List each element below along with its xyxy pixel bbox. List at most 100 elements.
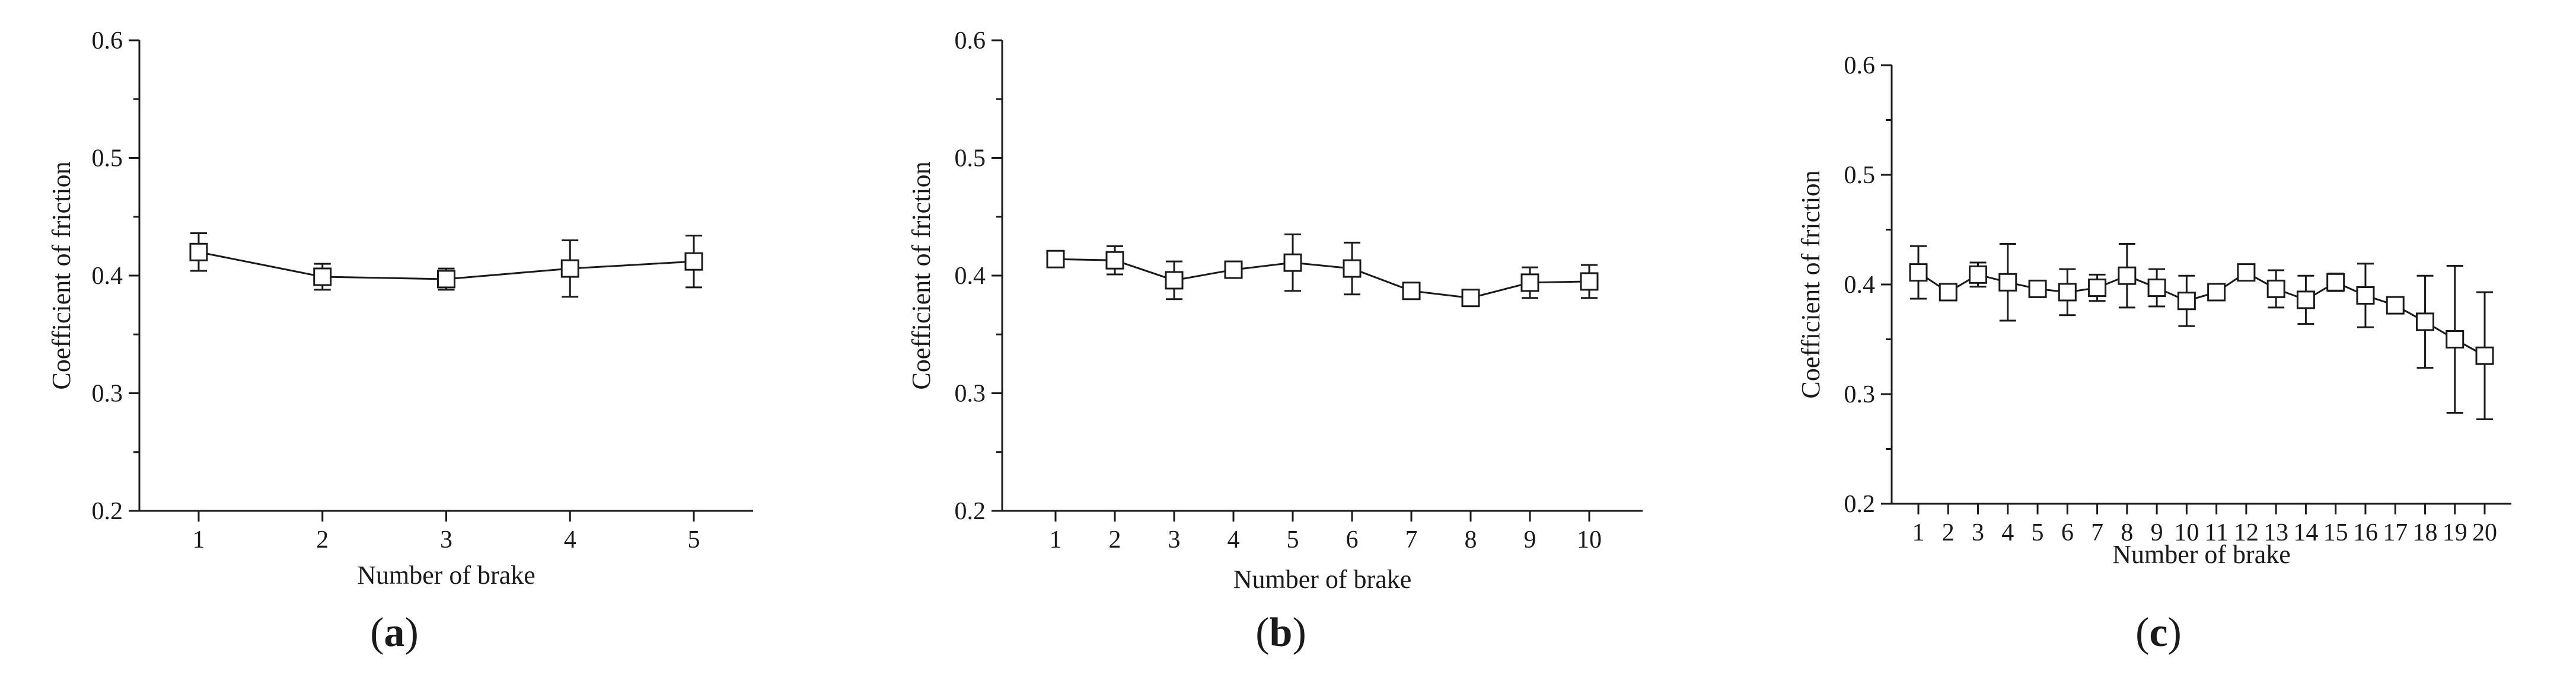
x-tick-label: 4 bbox=[2001, 519, 2014, 546]
x-tick-label: 1 bbox=[1050, 526, 1062, 554]
caption-letter: a bbox=[384, 610, 405, 655]
data-point-marker bbox=[1939, 283, 1957, 302]
x-axis-title: Number of brake bbox=[2112, 540, 2291, 569]
panel-c: Number of brake Coefficient of friction … bbox=[1796, 52, 2511, 655]
x-axis-title: Number of brake bbox=[357, 561, 535, 590]
x-tick-label: 1 bbox=[193, 526, 205, 554]
data-point-marker bbox=[1520, 273, 1539, 292]
x-tick-label: 18 bbox=[2412, 519, 2437, 546]
x-tick-label: 13 bbox=[2263, 519, 2288, 546]
x-tick-label: 2 bbox=[1109, 526, 1121, 554]
x-axis-title: Number of brake bbox=[1233, 565, 1412, 594]
x-tick-label: 9 bbox=[2151, 519, 2163, 546]
x-tick-label: 8 bbox=[1465, 526, 1477, 554]
caption-open-paren: ( bbox=[2135, 610, 2149, 655]
data-point-marker bbox=[1165, 271, 1184, 290]
x-tick-label: 7 bbox=[1405, 526, 1418, 554]
data-point-marker bbox=[2147, 279, 2166, 298]
data-point-marker bbox=[2446, 330, 2465, 348]
y-tick-label: 0.5 bbox=[1844, 162, 1876, 189]
x-tick-label: 5 bbox=[688, 526, 700, 554]
x-tick-label: 6 bbox=[1346, 526, 1359, 554]
data-point-marker bbox=[313, 267, 332, 286]
data-point-marker bbox=[560, 259, 579, 278]
y-tick-label: 0.5 bbox=[955, 145, 986, 172]
data-point-marker bbox=[2088, 279, 2107, 298]
data-point-marker bbox=[1969, 265, 1988, 284]
y-tick-label: 0.4 bbox=[1844, 271, 1876, 299]
data-point-marker bbox=[1105, 251, 1124, 270]
caption-open-paren: ( bbox=[370, 610, 384, 655]
data-point-marker bbox=[2415, 312, 2434, 331]
x-tick-label: 14 bbox=[2293, 519, 2318, 546]
x-tick-label: 4 bbox=[564, 526, 576, 554]
x-tick-label: 10 bbox=[1577, 526, 1602, 554]
data-point-marker bbox=[2058, 283, 2077, 302]
y-tick-label: 0.2 bbox=[92, 498, 123, 525]
data-point-marker bbox=[1224, 260, 1243, 279]
x-tick-label: 5 bbox=[1287, 526, 1299, 554]
data-point-marker bbox=[2386, 296, 2405, 315]
x-tick-label: 2 bbox=[316, 526, 329, 554]
data-point-marker bbox=[2237, 263, 2256, 282]
caption-letter: c bbox=[2149, 610, 2167, 655]
data-point-marker bbox=[2118, 266, 2137, 285]
data-point-marker bbox=[1283, 253, 1302, 272]
x-tick-label: 3 bbox=[1168, 526, 1181, 554]
data-point-marker bbox=[1343, 259, 1362, 278]
x-tick-label: 11 bbox=[2204, 519, 2228, 546]
x-tick-label: 7 bbox=[2091, 519, 2103, 546]
data-point-marker bbox=[2266, 279, 2285, 298]
data-point-marker bbox=[2296, 290, 2315, 309]
x-tick-label: 3 bbox=[440, 526, 452, 554]
panel-caption: (c) bbox=[2135, 610, 2182, 655]
y-tick-label: 0.6 bbox=[1844, 52, 1876, 79]
y-tick-label: 0.2 bbox=[955, 498, 986, 525]
y-tick-label: 0.6 bbox=[92, 27, 123, 55]
y-tick-label: 0.3 bbox=[1844, 381, 1876, 408]
y-tick-label: 0.6 bbox=[955, 27, 986, 55]
caption-letter: b bbox=[1270, 610, 1293, 655]
data-point-marker bbox=[2326, 273, 2345, 292]
data-point-marker bbox=[189, 242, 208, 261]
x-tick-label: 5 bbox=[2032, 519, 2044, 546]
y-tick-label: 0.3 bbox=[92, 380, 123, 408]
y-tick-label: 0.2 bbox=[1844, 491, 1876, 518]
x-tick-label: 16 bbox=[2353, 519, 2378, 546]
caption-close-paren: ) bbox=[2168, 610, 2182, 655]
data-point-marker bbox=[1461, 289, 1480, 308]
data-point-marker bbox=[1046, 250, 1065, 268]
x-tick-label: 1 bbox=[1912, 519, 1925, 546]
panel-caption: (a) bbox=[370, 610, 419, 655]
x-tick-label: 2 bbox=[1942, 519, 1955, 546]
y-axis-title: Coefficient of friction bbox=[907, 161, 936, 389]
data-point-marker bbox=[2207, 283, 2226, 302]
x-tick-label: 20 bbox=[2472, 519, 2497, 546]
data-point-marker bbox=[1402, 282, 1421, 300]
x-tick-label: 4 bbox=[1228, 526, 1240, 554]
panel-caption: (b) bbox=[1255, 610, 1306, 655]
x-tick-label: 15 bbox=[2323, 519, 2348, 546]
panel-a: Number of brake Coefficient of friction … bbox=[47, 27, 753, 655]
caption-close-paren: ) bbox=[1292, 610, 1306, 655]
y-axis-title: Coefficient of friction bbox=[47, 161, 76, 389]
y-tick-label: 0.5 bbox=[92, 145, 123, 172]
data-point-marker bbox=[1580, 272, 1599, 291]
x-tick-label: 6 bbox=[2061, 519, 2074, 546]
y-axis-title: Coefficient of friction bbox=[1796, 170, 1825, 398]
x-tick-label: 9 bbox=[1524, 526, 1536, 554]
data-point-marker bbox=[684, 252, 703, 271]
y-tick-label: 0.4 bbox=[92, 263, 123, 290]
data-point-marker bbox=[437, 270, 455, 289]
y-tick-label: 0.4 bbox=[955, 263, 986, 290]
panel-b: Number of brake Coefficient of friction … bbox=[907, 27, 1643, 655]
data-point-marker bbox=[2177, 292, 2196, 311]
x-tick-label: 12 bbox=[2234, 519, 2259, 546]
x-tick-label: 3 bbox=[1972, 519, 1984, 546]
data-point-marker bbox=[1909, 263, 1928, 282]
caption-open-paren: ( bbox=[1255, 610, 1269, 655]
data-point-marker bbox=[2028, 279, 2047, 298]
data-point-marker bbox=[2475, 346, 2494, 365]
x-tick-label: 19 bbox=[2443, 519, 2467, 546]
